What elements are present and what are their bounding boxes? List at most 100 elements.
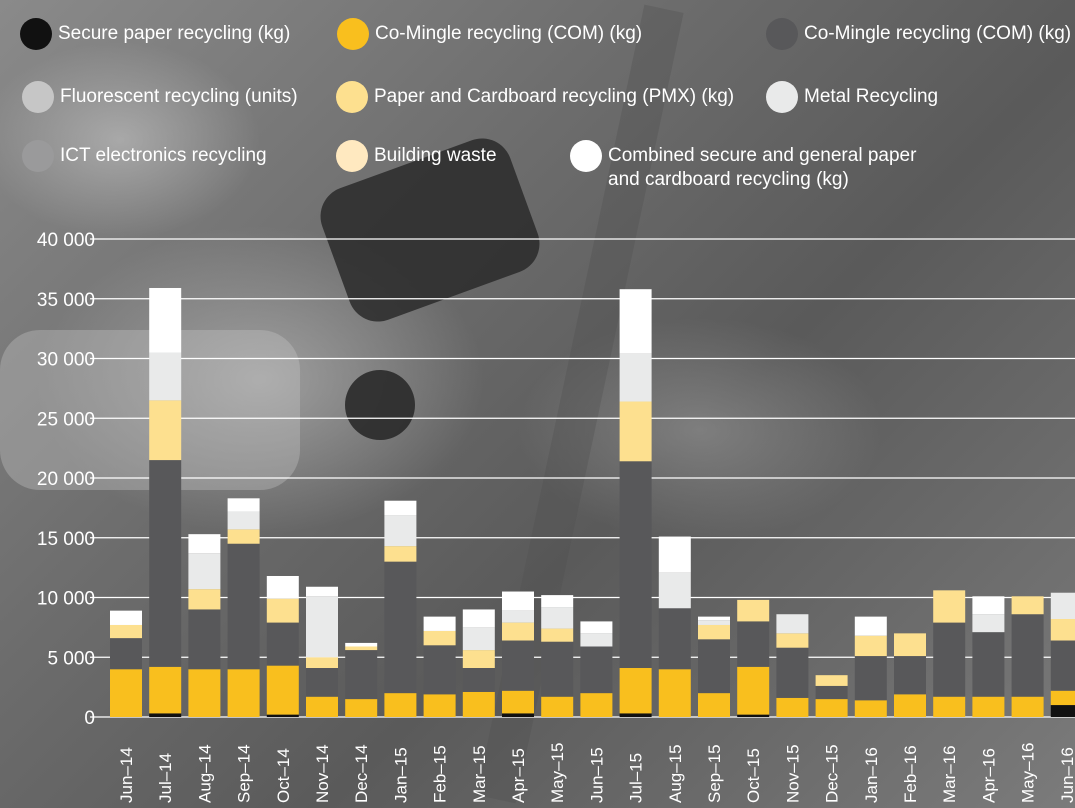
bar-segment — [737, 599, 770, 622]
bar-segment — [854, 616, 887, 636]
bar-segment — [462, 668, 495, 692]
bar-segment — [933, 696, 966, 717]
x-tick-label: Aug–14 — [195, 744, 214, 803]
bar-segment — [266, 622, 299, 666]
bar-segment — [345, 642, 378, 647]
legend-label: Metal Recycling — [804, 86, 939, 107]
bar-segment — [188, 609, 221, 670]
bar-segment — [306, 586, 338, 597]
bar-segment — [384, 561, 417, 694]
y-tick-label: 30 000 — [37, 350, 95, 371]
bar-segment — [502, 610, 534, 623]
bar-segment — [658, 572, 691, 609]
legend-item: Combined secure and general paper and ca… — [570, 140, 917, 192]
bar-segment — [423, 694, 456, 717]
bar-segment — [776, 614, 809, 634]
bar-segment — [110, 610, 142, 625]
y-tick-label: 10 000 — [37, 589, 95, 610]
bar-segment — [815, 675, 848, 686]
bar-segment — [384, 546, 417, 562]
bar-segment — [619, 713, 652, 717]
bar-segment — [541, 696, 574, 717]
bar-segment — [698, 620, 730, 625]
bar-segment — [384, 515, 417, 547]
y-tick-label: 15 000 — [37, 529, 95, 550]
bar-segment — [933, 622, 966, 697]
y-tick-label: 35 000 — [37, 290, 95, 311]
bar-segment — [502, 690, 534, 714]
bar-segment — [149, 287, 182, 353]
bar-segment — [1050, 592, 1075, 620]
x-tick-label: Mar–16 — [940, 745, 959, 803]
legend-label: Paper and Cardboard recycling (PMX) (kg) — [374, 86, 735, 107]
bar-segment — [698, 624, 730, 640]
bar-segment — [188, 534, 221, 554]
legend-swatch — [336, 81, 368, 113]
x-tick-label: Dec–14 — [352, 744, 371, 803]
bar-segment — [462, 650, 495, 669]
bar-segment — [423, 645, 456, 695]
bar-segment — [1050, 619, 1075, 641]
legend-label: Fluorescent recycling (units) — [60, 86, 298, 107]
bar-segment — [384, 500, 417, 516]
legend-label: ICT electronics recycling — [60, 145, 267, 166]
legend-label: Building waste — [374, 145, 497, 166]
bar-segment — [619, 289, 652, 354]
legend-item: ICT electronics recycling — [22, 140, 267, 172]
y-tick-label: 40 000 — [37, 230, 95, 251]
legend-swatch — [22, 81, 54, 113]
bar-segment — [894, 633, 926, 657]
bar-segment — [854, 635, 887, 657]
bar-segment — [423, 630, 456, 646]
legend-swatch — [336, 140, 368, 172]
y-tick-label: 5 000 — [47, 648, 95, 669]
bar-segment — [815, 699, 848, 717]
legend-label: Combined secure and general paper and ca… — [608, 145, 917, 190]
bar-segment — [972, 614, 1005, 633]
x-tick-label: Jan–16 — [862, 747, 881, 803]
bar-segment — [110, 638, 142, 670]
bar-segment — [1050, 640, 1075, 691]
bar-segment — [384, 693, 417, 717]
bar-segment — [541, 628, 574, 642]
bar-segment — [227, 498, 260, 512]
bar-segment — [345, 650, 378, 700]
bar-segment — [462, 691, 495, 717]
bar-segment — [149, 352, 182, 401]
bar-segment — [188, 553, 221, 590]
x-tick-label: Feb–15 — [431, 745, 450, 803]
bar-segment — [149, 460, 182, 667]
bar-segment — [306, 657, 338, 669]
x-tick-label: Feb–16 — [901, 745, 920, 803]
legend-swatch — [337, 18, 369, 50]
bar-segment — [658, 608, 691, 670]
x-tick-label: Dec–15 — [823, 744, 842, 803]
bar-segment — [580, 633, 613, 647]
bar-segment — [227, 669, 260, 717]
bar-segment — [737, 714, 770, 717]
y-tick-label: 0 — [84, 708, 95, 729]
bar-segment — [776, 647, 809, 698]
bar-segment — [227, 543, 260, 670]
bar-segment — [972, 596, 1005, 615]
legend-item: Paper and Cardboard recycling (PMX) (kg) — [336, 81, 735, 113]
bar-segment — [776, 697, 809, 717]
bar-segment — [188, 669, 221, 717]
bar-segment — [580, 693, 613, 717]
bar-segment — [698, 616, 730, 621]
bar-segment — [502, 713, 534, 717]
bar-segment — [227, 529, 260, 544]
bar-segment — [619, 353, 652, 402]
bar-segment — [1050, 705, 1075, 717]
x-tick-label: May–15 — [548, 743, 567, 803]
bar-segment — [149, 400, 182, 461]
bar-segment — [815, 685, 848, 700]
legend-item: Co-Mingle recycling (COM) (kg) — [766, 18, 1071, 50]
bar-segment — [776, 633, 809, 648]
legend-label: Co-Mingle recycling (COM) (kg) — [375, 23, 643, 44]
x-tick-label: May–16 — [1019, 743, 1038, 803]
bar-segment — [658, 536, 691, 573]
bar-segment — [1011, 596, 1044, 615]
bar-segment — [188, 589, 221, 610]
bar-segment — [110, 624, 142, 639]
